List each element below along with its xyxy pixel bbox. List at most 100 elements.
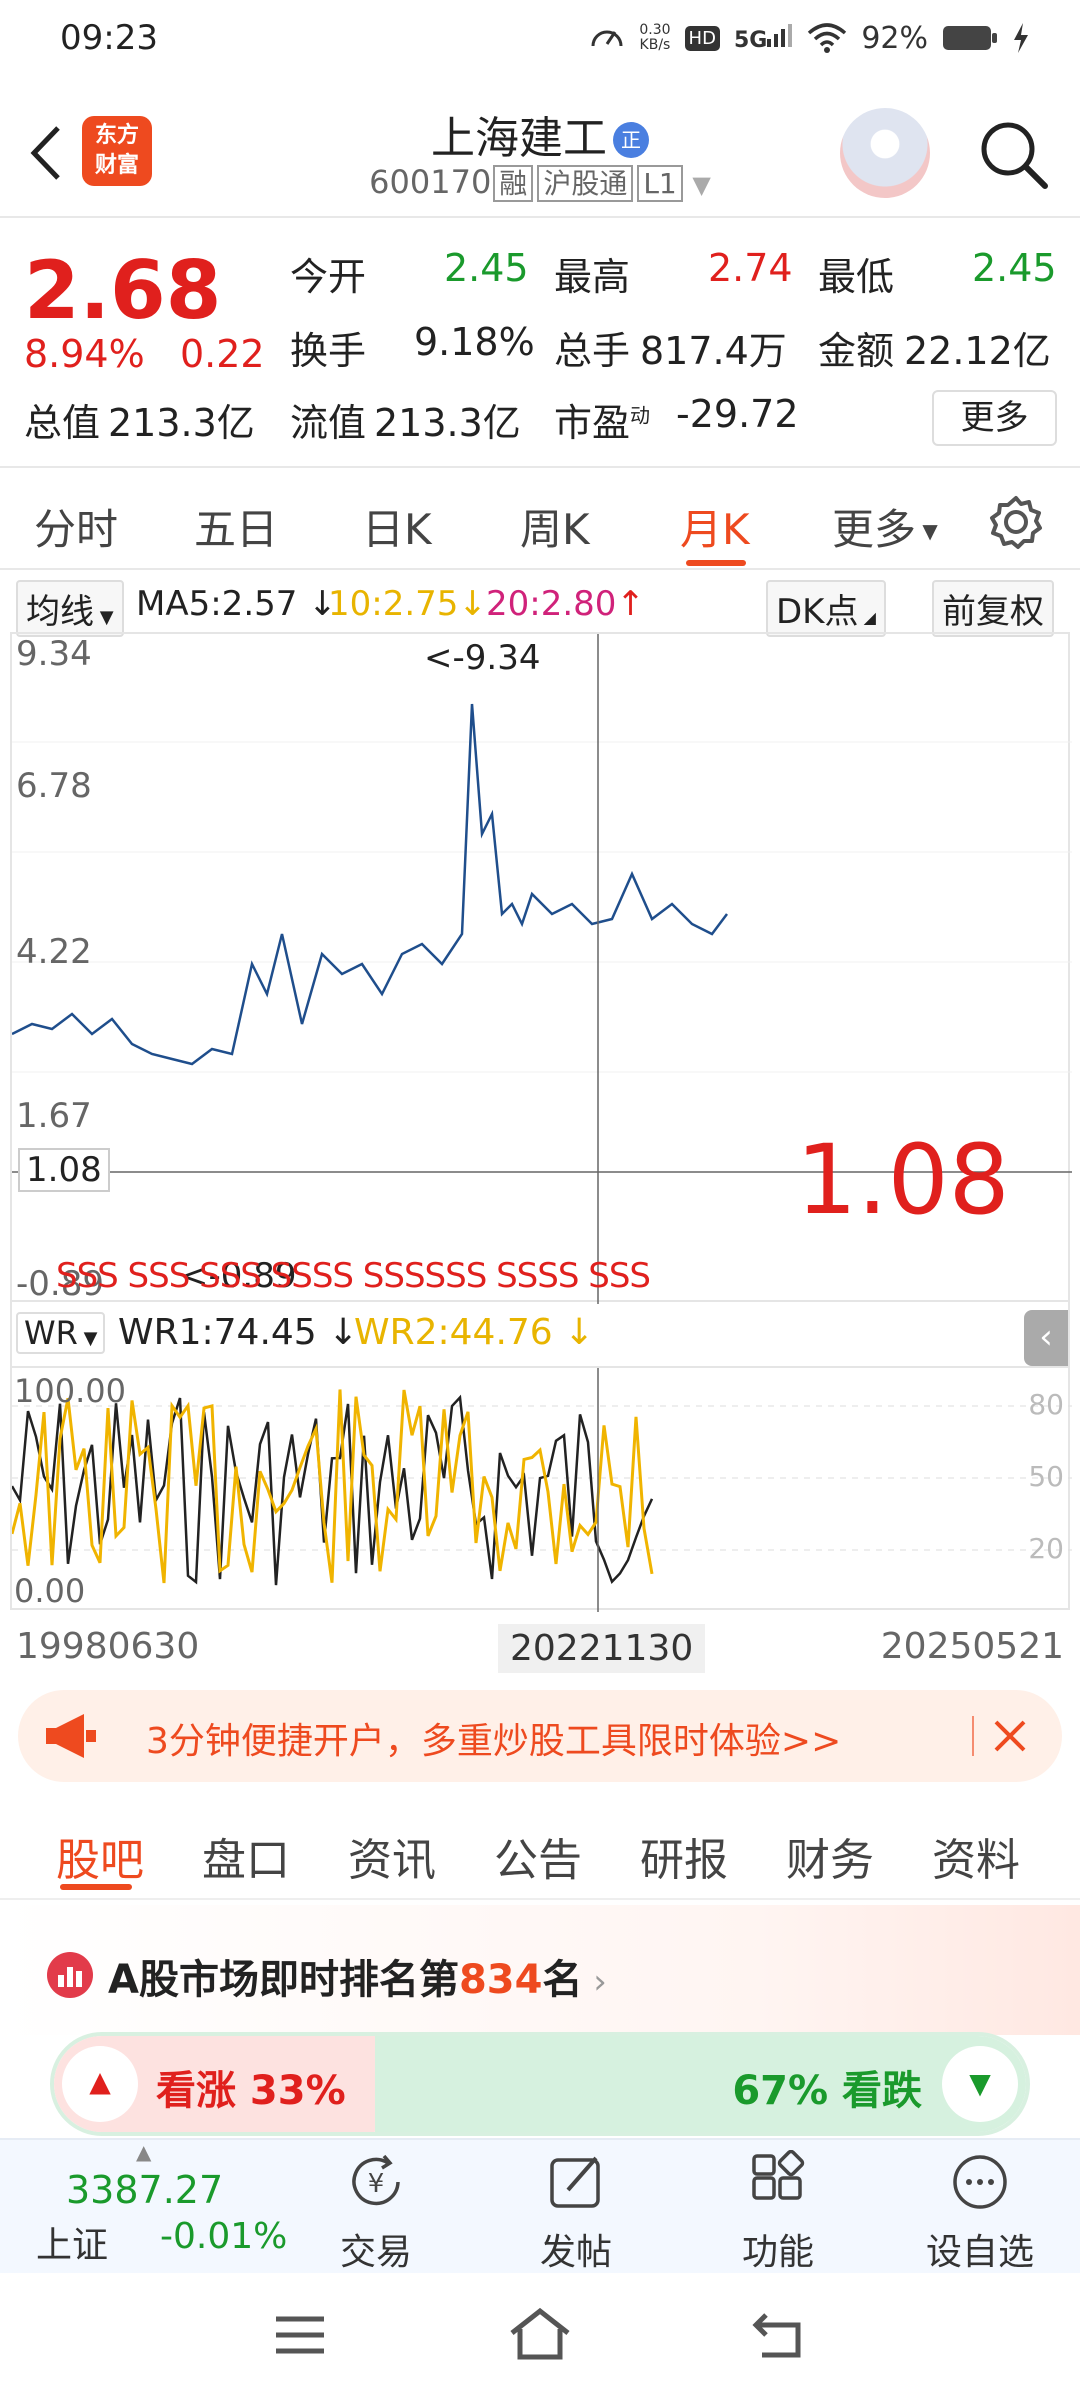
triangle-up-icon[interactable]: ▲ — [62, 2046, 138, 2122]
arrow-up-icon: ↑ — [616, 584, 645, 624]
stock-header: 东方 财富 上海建工正 600170 融沪股通 L1 ▼ — [0, 88, 1080, 218]
tab-weekly-k[interactable]: 周K — [520, 505, 590, 554]
tab-intraday[interactable]: 分时 — [34, 505, 119, 554]
sentiment-vote: ▲ 看涨 33% 67% 看跌 ▼ — [50, 2032, 1030, 2136]
adjust-button[interactable]: 前复权 — [932, 580, 1054, 637]
caret-down-icon: ▼ — [684, 171, 711, 199]
trade-signal-markers: SSS SSS SSS SSSS SSSSSS SSSS SSS — [56, 1256, 651, 1296]
edit-icon — [550, 2156, 600, 2208]
vote-up-label[interactable]: 看涨 33% — [156, 2068, 346, 2114]
tab-guba[interactable]: 股吧 — [56, 1835, 144, 1886]
menu-icon[interactable] — [272, 2313, 328, 2357]
speedometer-icon — [591, 30, 623, 47]
clock: 09:23 — [60, 18, 158, 58]
content-tabs: 股吧 盘口 资讯 公告 研报 财务 资料 — [0, 1800, 1080, 1900]
robot-assistant-avatar[interactable] — [840, 108, 930, 198]
last-price: 2.68 — [24, 244, 222, 337]
y-label-2: 6.78 — [16, 766, 92, 806]
battery-icon — [943, 26, 997, 50]
margin-badge: 融 — [493, 165, 534, 202]
wr1-value: WR1:74.45 ↓ — [118, 1312, 359, 1353]
min-price-note: <-0.89 — [180, 1256, 297, 1296]
signal-icon: 5G — [734, 23, 793, 53]
quote-panel: 2.68 8.94% 0.22 今开 2.45 最高 2.74 最低 2.45 … — [0, 220, 1080, 468]
rank-text: A股市场即时排名第834名 › — [108, 1957, 607, 2003]
stock-code: 600170 — [369, 163, 492, 201]
vote-down-label[interactable]: 67% 看跌 — [732, 2068, 922, 2114]
ma20-value: 20:2.80↑ — [486, 584, 645, 624]
more-dots-icon — [953, 2155, 1007, 2209]
gear-icon[interactable] — [988, 494, 1044, 550]
bar-chart-icon — [47, 1952, 93, 1998]
tab-research[interactable]: 研报 — [640, 1835, 728, 1886]
float-label: 流值 — [290, 401, 367, 445]
search-icon[interactable] — [975, 116, 1051, 192]
collapse-panel-button[interactable]: ‹ — [1024, 1310, 1068, 1366]
wr-selector[interactable]: WR ▼ — [16, 1312, 106, 1354]
caret-up-icon: ▲ — [136, 2140, 152, 2164]
app-logo[interactable]: 东方 财富 — [82, 116, 152, 186]
triangle-down-icon[interactable]: ▼ — [942, 2046, 1018, 2122]
index-change: -0.01% — [160, 2216, 288, 2257]
turnover-label: 换手 — [290, 329, 367, 373]
home-icon[interactable] — [508, 2307, 572, 2361]
stock-code-line[interactable]: 600170 融沪股通 L1 ▼ — [0, 162, 1080, 202]
mktcap-value: 213.3亿 — [108, 401, 255, 445]
nav-functions[interactable]: 功能 — [708, 2149, 848, 2275]
open-value: 2.45 — [444, 246, 529, 290]
hgt-badge: 沪股通 — [537, 165, 634, 202]
wr-level-50: 50 — [1028, 1460, 1064, 1493]
wr-chart[interactable]: 100.00 0.00 80 50 20 — [10, 1366, 1072, 1612]
market-rank-card[interactable]: A股市场即时排名第834名 › — [0, 1905, 1080, 2035]
wr-label-max: 100.00 — [14, 1372, 126, 1410]
tab-pankou[interactable]: 盘口 — [202, 1835, 290, 1886]
chevron-right-icon: › — [582, 1962, 607, 2002]
nav-add-watchlist[interactable]: 设自选 — [910, 2150, 1050, 2275]
status-icons: 0.30 KB/s HD 5G 92% — [589, 20, 1030, 56]
level-badge: L1 — [637, 165, 683, 202]
ma-selector[interactable]: 均线 ▼ — [16, 580, 124, 637]
tab-monthly-k[interactable]: 月K — [680, 505, 750, 554]
grid-icon — [752, 2149, 805, 2200]
wr-indicator-bar: WR ▼ WR1:74.45 ↓ WR2:44.76 ↓ ‹ — [10, 1302, 1070, 1366]
more-quote-button[interactable]: 更多 — [932, 390, 1057, 446]
battery-percent: 92% — [861, 20, 928, 56]
turnover-value: 9.18% — [414, 320, 535, 364]
net-speed: 0.30 KB/s — [639, 22, 671, 53]
wr-line-chart — [10, 1368, 1072, 1612]
kline-chart[interactable]: 9.34 6.78 4.22 1.67 -0.89 <-9.34 <-0.89 … — [10, 632, 1072, 1304]
price-series-line — [11, 703, 728, 1066]
index-ticker[interactable]: ▲ 3387.27 上证 -0.01% — [24, 2140, 294, 2270]
low-value: 2.45 — [972, 246, 1057, 290]
back-icon[interactable] — [752, 2309, 808, 2359]
tab-daily-k[interactable]: 日K — [362, 505, 432, 554]
tab-five-day[interactable]: 五日 — [194, 505, 279, 554]
tab-more[interactable]: 更多 ▼ — [832, 505, 938, 554]
vote-down-section[interactable] — [374, 2036, 1026, 2132]
close-icon[interactable] — [990, 1716, 1030, 1756]
arrow-down-icon: ↓ — [328, 1312, 359, 1353]
chevron-left-icon: ‹ — [1039, 1317, 1053, 1357]
date-cursor: 20221130 — [498, 1624, 706, 1673]
tab-profile[interactable]: 资料 — [932, 1835, 1020, 1886]
stock-name: 上海建工正 — [0, 102, 1080, 166]
nav-post[interactable]: 发帖 — [506, 2150, 646, 2275]
pe-superscript: 动 — [630, 403, 651, 428]
nav-trade[interactable]: ¥ 交易 — [306, 2150, 446, 2275]
open-label: 今开 — [290, 255, 367, 299]
wr2-series-line — [10, 1389, 654, 1584]
charging-icon — [1014, 23, 1028, 53]
svg-text:¥: ¥ — [368, 2169, 385, 2199]
change-percent: 8.94% — [24, 332, 145, 376]
date-axis: 19980630 20221130 20250521 — [0, 1618, 1080, 1678]
bottom-nav: ▲ 3387.27 上证 -0.01% ¥ 交易 发帖 功能 设自选 — [0, 2138, 1080, 2273]
promo-text[interactable]: 3分钟便捷开户，多重炒股工具限时体验>> — [146, 1721, 842, 1762]
promo-banner[interactable]: 3分钟便捷开户，多重炒股工具限时体验>> — [18, 1690, 1062, 1782]
y-label-max: 9.34 — [16, 634, 92, 674]
tab-news[interactable]: 资讯 — [348, 1835, 436, 1886]
tab-announcements[interactable]: 公告 — [494, 1835, 582, 1886]
hd-icon: HD — [684, 25, 720, 51]
dk-point-button[interactable]: DK点 ◢ — [766, 580, 886, 637]
back-arrow-icon[interactable] — [22, 118, 72, 188]
tab-finance[interactable]: 财务 — [786, 1835, 874, 1886]
